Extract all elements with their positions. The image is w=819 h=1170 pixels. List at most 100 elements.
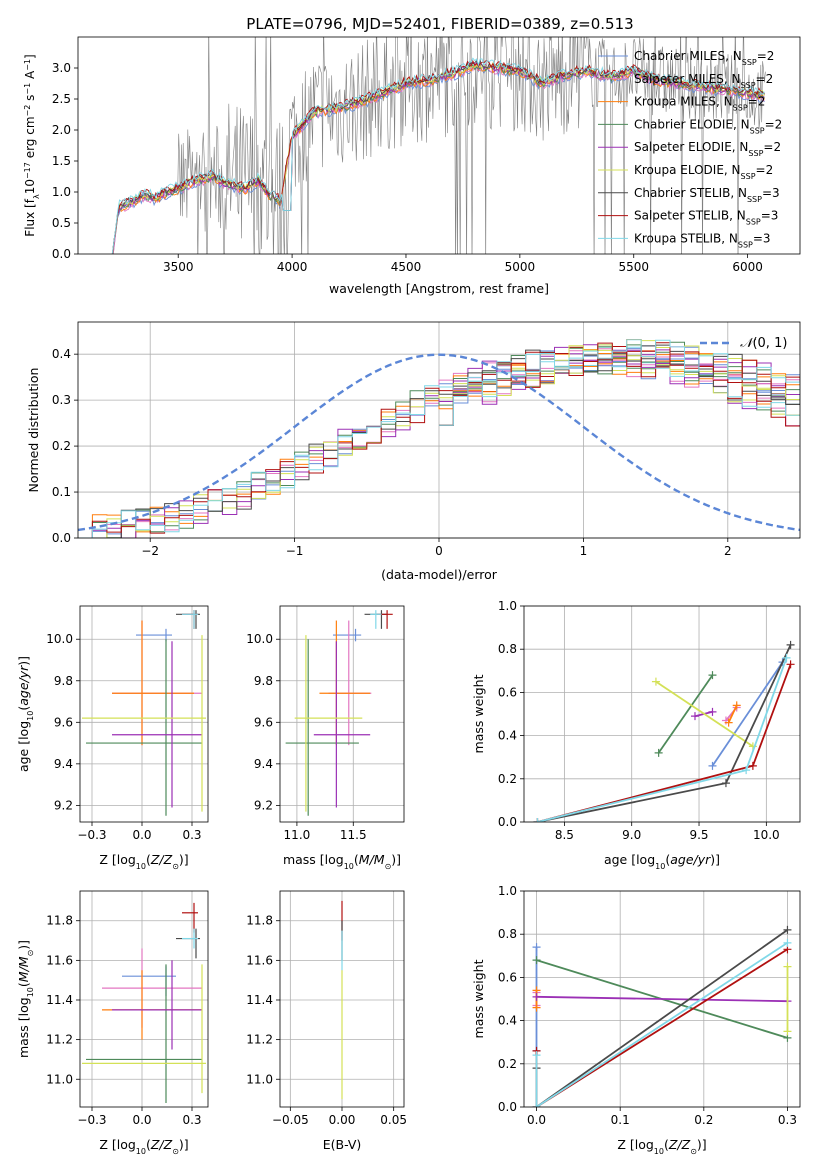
weight-marker-kroupa_stelib <box>532 1051 541 1060</box>
x-axis-label: Z [log10(Z/Z⊙)] <box>617 1137 706 1156</box>
x-axis-label: Z [log10(Z/Z⊙)] <box>99 852 188 871</box>
panel-age_vs_Z: −0.3 0.0 0.3 9.2 9.4 9.6 9.8 10.0 Z [log10(Z/Z⊙)… <box>16 605 209 871</box>
tick-label-x: 10.0 <box>753 828 780 842</box>
axes-frame <box>77 36 801 255</box>
tick-label-x: 5000 <box>505 260 536 274</box>
weight-line-salpeter_elodie <box>536 995 788 1003</box>
weight-marker-kroupa_miles <box>724 718 733 727</box>
plot-content <box>111 37 766 254</box>
histogram-upper-kroupa_stelib <box>439 339 800 426</box>
tick-label-y: 9.2 <box>254 798 273 812</box>
tick-label-x: 0.05 <box>380 1113 407 1127</box>
tick-label-x: 0.3 <box>182 828 201 842</box>
tick-label-y: 0.1 <box>52 485 71 499</box>
legend-label: 𝒩(0, 1) <box>740 336 787 351</box>
tick-label-y: 10.0 <box>46 632 73 646</box>
x-axis-label: E(B-V) <box>323 1137 362 1152</box>
axes-frame <box>79 605 209 823</box>
tick-label-y: 2.5 <box>52 92 71 106</box>
tick-label-y: 11.0 <box>246 1072 273 1086</box>
y-axis-label: Normed distribution <box>26 368 41 493</box>
weight-marker-kroupa_elodie <box>783 1027 792 1036</box>
normal-curve <box>78 353 800 532</box>
weight-marker-kroupa_miles <box>532 1003 541 1012</box>
weight-marker-kroupa_stelib <box>782 653 791 662</box>
weight-marker-chabrier_stelib <box>783 925 792 934</box>
tick-label-x: −1 <box>286 544 304 558</box>
plot-content <box>285 610 393 816</box>
plot-area <box>524 606 800 822</box>
legend-label: Kroupa MILES, NSSP=2 <box>634 95 765 113</box>
axes-frame <box>279 605 405 823</box>
tick-label-y: 0.4 <box>52 347 71 361</box>
weight-marker-kroupa_miles <box>732 701 741 710</box>
tick-label-y: 0.6 <box>498 685 517 699</box>
plot-content <box>82 902 206 1104</box>
tick-label-y: 11.2 <box>46 1033 73 1047</box>
x-axis-label: (data-model)/error <box>381 567 498 582</box>
tick-label-y: 11.2 <box>246 1033 273 1047</box>
tick-label-y: 0.2 <box>498 1057 517 1071</box>
panel-spectrum: 3500 4000 4500 5000 5500 6000 0.0 0.5 1.0 1.5 2.0 2… <box>23 36 801 296</box>
histogram-salpeter_stelib <box>78 346 800 538</box>
tick-label-x: 0.0 <box>132 1113 151 1127</box>
weight-marker-kroupa_elodie <box>651 677 660 686</box>
legend-label: Salpeter MILES, NSSP=2 <box>634 72 773 90</box>
tick-label-x: −0.3 <box>77 1113 106 1127</box>
tick-label-y: 9.8 <box>254 674 273 688</box>
tick-label-y: 9.4 <box>54 757 73 771</box>
tick-label-y: 11.8 <box>246 914 273 928</box>
tick-label-y: 1.0 <box>498 884 517 898</box>
tick-label-x: 0 <box>435 544 443 558</box>
x-axis-label: wavelength [Angstrom, rest frame] <box>329 281 549 296</box>
x-axis-label: mass [log10(M/M⊙)] <box>283 852 401 871</box>
tick-label-y: 0.3 <box>52 393 71 407</box>
plot-content <box>78 339 800 538</box>
plot-content <box>533 640 795 822</box>
tick-label-x: 0.2 <box>694 1113 713 1127</box>
tick-label-y: 0.2 <box>498 772 517 786</box>
tick-label-x: 1 <box>580 544 588 558</box>
tick-label-y: 0.6 <box>498 970 517 984</box>
y-axis-label: mass weight <box>471 959 486 1038</box>
panel-weight_vs_age: 8.5 9.0 9.5 10.0 0.0 0.2 0.4 0.6 0.8 1.0 age [log1… <box>471 599 801 871</box>
weight-line-kroupa_elodie <box>655 680 754 748</box>
tick-label-x: 11.0 <box>284 828 311 842</box>
tick-label-x: 5500 <box>618 260 649 274</box>
tick-label-x: 2 <box>724 544 732 558</box>
tick-label-y: 0.4 <box>498 729 517 743</box>
histogram-kroupa_stelib <box>78 346 800 538</box>
plot-area <box>80 606 208 822</box>
panel-mass_vs_Z: −0.3 0.0 0.3 11.0 11.2 11.4 11.6 11.8 Z [log10(Z… <box>16 890 209 1156</box>
weight-marker-salpeter_stelib <box>748 761 757 770</box>
weight-marker-salpeter_elodie <box>532 992 541 1001</box>
tick-label-y: 9.2 <box>54 798 73 812</box>
weight-marker-chabrier_miles <box>708 761 717 770</box>
weight-marker-chabrier_miles <box>532 943 541 952</box>
tick-label-x: 3500 <box>163 260 194 274</box>
tick-label-y: 0.8 <box>498 927 517 941</box>
legend-label: Chabrier MILES, NSSP=2 <box>634 49 774 67</box>
panel-weight_vs_Z: 0.0 0.1 0.2 0.3 0.0 0.2 0.4 0.6 0.8 1.0 Z [log10(Z… <box>471 884 801 1156</box>
tick-label-x: 4000 <box>277 260 308 274</box>
tick-label-x: 0.3 <box>182 1113 201 1127</box>
tick-label-y: 3.0 <box>52 61 71 75</box>
tick-label-y: 9.4 <box>254 757 273 771</box>
plot-area <box>80 891 208 1107</box>
legend-label: Chabrier ELODIE, NSSP=2 <box>634 117 782 135</box>
plot-content <box>532 925 792 1107</box>
weight-marker-chabrier_stelib <box>721 779 730 788</box>
y-axis-label: mass [log10(M/M⊙)] <box>16 940 35 1058</box>
tick-label-y: 11.8 <box>46 914 73 928</box>
axes-frame <box>279 890 405 1108</box>
tick-label-x: 0.1 <box>611 1113 630 1127</box>
legend: 𝒩(0, 1) <box>700 336 787 351</box>
tick-label-x: 0.0 <box>527 1113 546 1127</box>
y-axis-label: Flux [fλ10−17 erg cm−2 s−1 A−1] <box>23 54 41 236</box>
weight-marker-kroupa_stelib <box>783 938 792 947</box>
weight-marker-chabrier_stelib <box>786 640 795 649</box>
tick-label-x: 0.00 <box>329 1113 356 1127</box>
tick-label-x: −0.05 <box>272 1113 309 1127</box>
panel-mass_vs_EBV: −0.05 0.00 0.05 11.0 11.2 11.4 11.6 11.8 E(B-V) <box>246 890 407 1152</box>
